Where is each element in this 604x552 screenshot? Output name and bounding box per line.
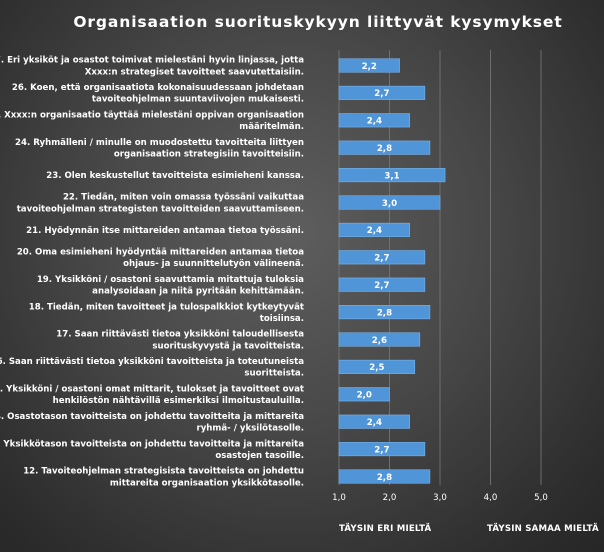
category-label: 20. Oma esimieheni hyödyntää mittareiden… bbox=[17, 248, 304, 270]
category-label: 17. Saan riittävästi tietoa yksikköni ta… bbox=[56, 330, 304, 352]
axis-label-left: TÄYSIN ERI MIELTÄ bbox=[339, 523, 432, 534]
x-tick-label: 3,0 bbox=[433, 493, 447, 503]
bar bbox=[338, 222, 410, 237]
bar bbox=[338, 195, 441, 210]
category-label: 21. Hyödynnän itse mittareiden antamaa t… bbox=[26, 226, 304, 236]
bar bbox=[338, 305, 431, 320]
bar bbox=[338, 387, 390, 402]
axis-label-right: TÄYSIN SAMAA MIELTÄ bbox=[487, 523, 599, 534]
category-label: 23. Olen keskustellut tavoitteista esimi… bbox=[46, 171, 304, 181]
bar-value-label: 2,6 bbox=[372, 336, 387, 346]
bar bbox=[338, 250, 426, 265]
bar bbox=[338, 332, 421, 347]
x-tick-label: 2,0 bbox=[383, 493, 397, 503]
category-label: 22. Tiedän, miten voin omassa työssäni v… bbox=[17, 193, 305, 215]
bar-value-label: 2,2 bbox=[362, 62, 377, 72]
bar-value-label: 3,1 bbox=[384, 171, 399, 181]
bar-value-label: 2,8 bbox=[377, 308, 392, 318]
category-label: 24. Ryhmälleni / minulle on muodostettu … bbox=[15, 138, 304, 160]
bar-value-label: 2,8 bbox=[377, 473, 392, 483]
bar bbox=[338, 277, 426, 292]
bar-value-label: 3,0 bbox=[382, 199, 397, 209]
category-label: 15. Yksikköni / osastoni omat mittarit, … bbox=[0, 385, 304, 407]
x-tick-label: 4,0 bbox=[484, 493, 498, 503]
category-label: 27. Eri yksiköt ja osastot toimivat miel… bbox=[0, 56, 304, 78]
category-labels: 27. Eri yksiköt ja osastot toimivat miel… bbox=[0, 56, 304, 489]
category-label: 13. Yksikkötason tavoitteista on johdett… bbox=[0, 439, 304, 461]
category-label: 12. Tavoiteohjelman strategisista tavoit… bbox=[23, 467, 304, 489]
bar-value-label: 2,7 bbox=[374, 254, 389, 264]
bar bbox=[338, 442, 426, 457]
bar bbox=[338, 359, 416, 374]
bar-value-label: 2,4 bbox=[367, 117, 382, 127]
category-label: 16. Saan riittävästi tietoa yksikköni ta… bbox=[0, 357, 304, 379]
bar bbox=[338, 414, 410, 429]
bar bbox=[338, 85, 426, 100]
bar bbox=[338, 469, 431, 484]
bar bbox=[338, 168, 446, 183]
category-label: 19. Yksikköni / osastoni saavuttamia mit… bbox=[37, 275, 304, 297]
x-axis-ticks: 1,0 2,0 3,0 4,0 5,0 bbox=[332, 493, 548, 503]
bar-value-label: 2,0 bbox=[357, 391, 372, 401]
x-tick-label: 1,0 bbox=[332, 493, 346, 503]
bar-value-label: 2,4 bbox=[367, 418, 382, 428]
category-label: 14. Osastotason tavoitteista on johdettu… bbox=[0, 412, 304, 434]
category-label: 18. Tiedän, miten tavoitteet ja tulospal… bbox=[29, 302, 304, 324]
bar bbox=[338, 113, 410, 128]
bar-value-label: 2,7 bbox=[374, 445, 389, 455]
bar-value-label: 2,7 bbox=[374, 281, 389, 291]
bars: 2,2 2,7 2,4 2,8 3,1 3,0 2,4 2,7 2,7 2,8 2,6 2,5 2,0 2… bbox=[338, 58, 446, 484]
category-label: 25. Xxxx:n organisaatio täyttää mielestä… bbox=[0, 111, 304, 133]
bar-value-label: 2,4 bbox=[367, 226, 382, 236]
bar bbox=[338, 140, 431, 155]
bar-value-label: 2,5 bbox=[369, 363, 384, 373]
bar-value-label: 2,7 bbox=[374, 89, 389, 99]
x-tick-label: 5,0 bbox=[534, 493, 548, 503]
bar bbox=[338, 58, 400, 73]
category-label: 26. Koen, että organisaatiota kokonaisuu… bbox=[12, 83, 304, 105]
bar-value-label: 2,8 bbox=[377, 144, 392, 154]
chart-title: Organisaation suorituskykyyn liittyvät k… bbox=[73, 13, 562, 31]
